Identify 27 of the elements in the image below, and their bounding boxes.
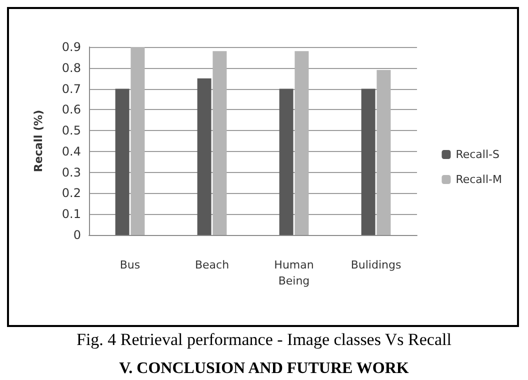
bar [197,78,212,235]
bar [212,51,227,235]
y-tick-label: 0.3 [62,165,81,180]
y-tick-label: 0.1 [62,207,81,222]
y-tick-label: 0.7 [62,82,81,96]
y-tick-label: 0.9 [62,40,81,54]
bar [115,88,130,235]
y-tick-label: 0 [73,228,81,242]
y-tick-label: 0.8 [62,60,81,75]
y-tick-label: 0.5 [62,124,81,138]
bar [376,70,391,235]
y-tick-label: 0.2 [62,186,81,200]
text: V. CONCLUSION AND FUTURE WORK [118,360,410,378]
legend-label: Recall-M [456,173,502,186]
x-tick-label: Human Being [274,258,314,288]
bar [361,88,376,235]
x-tick-label: Bulidings [350,258,402,272]
bar [279,88,294,235]
legend-label: Recall-S [456,148,500,161]
y-tick-label: 0.6 [62,102,81,117]
y-axis-title: Recall (%) [32,110,45,172]
x-tick-label: Bus [120,258,140,272]
bar [130,47,145,235]
x-tick-label: Beach [194,258,230,272]
y-tick-label: 0.4 [62,144,81,158]
caption: Fig. 4 Retrieval performance - Image classes Vs Recall [76,330,452,350]
bar [294,51,309,235]
